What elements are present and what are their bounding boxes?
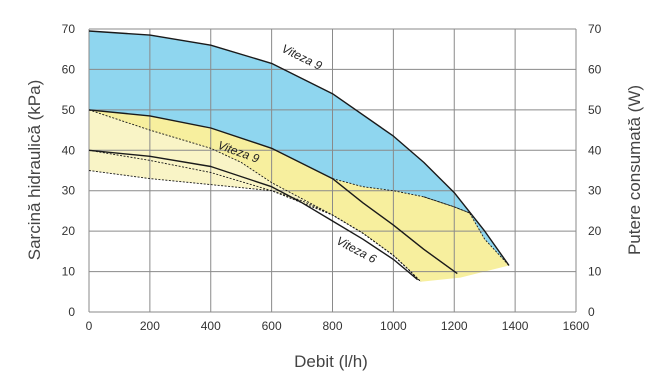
- y-tick-label: 40: [62, 143, 76, 157]
- y2-tick-label: 40: [588, 143, 602, 157]
- power-curve-5: [88, 170, 422, 283]
- y-tick-label: 10: [62, 265, 76, 279]
- y2-tick-label: 30: [588, 184, 602, 198]
- y-axis-label: Sarcină hidraulică (kPa): [25, 80, 44, 260]
- x-tick-label: 1200: [441, 319, 468, 333]
- power-curve-7: [423, 196, 510, 266]
- shaded-regions: [89, 31, 509, 282]
- power-curve-6: [332, 178, 470, 214]
- x-tick-label: 1000: [380, 319, 407, 333]
- y-tick-label: 20: [62, 224, 76, 238]
- x-axis-label: Debit (l/h): [294, 352, 368, 371]
- y-tick-label: 30: [62, 184, 76, 198]
- curve-label-0: Viteza 9: [279, 41, 324, 73]
- power-curve-8: [393, 224, 458, 274]
- y2-tick-label: 70: [588, 22, 602, 36]
- y-tick-label: 0: [68, 305, 75, 319]
- grid: [88, 28, 577, 313]
- x-tick-label: 200: [140, 319, 160, 333]
- y-tick-label: 70: [62, 22, 76, 36]
- y2-tick-label: 50: [588, 103, 602, 117]
- y2-tick-label: 20: [588, 224, 602, 238]
- x-tick-label: 0: [86, 319, 93, 333]
- y2-tick-label: 10: [588, 265, 602, 279]
- region-blue_band: [89, 31, 509, 266]
- x-tick-label: 1600: [563, 319, 590, 333]
- y2-tick-label: 60: [588, 62, 602, 76]
- x-tick-label: 600: [262, 319, 282, 333]
- y-tick-label: 50: [62, 103, 76, 117]
- y2-axis-label: Putere consumată (W): [625, 85, 644, 255]
- y-tick-label: 60: [62, 62, 76, 76]
- curves: [88, 30, 510, 283]
- tick-labels: 0 200 400 600 800 1000 1200 1400 160001020304050…: [62, 22, 602, 333]
- x-tick-label: 400: [201, 319, 221, 333]
- pressure-curve-2: [88, 149, 419, 281]
- y2-tick-label: 0: [588, 305, 595, 319]
- x-tick-label: 1400: [502, 319, 529, 333]
- pressure-curve-0: [88, 30, 510, 266]
- region-pale_band: [89, 109, 421, 282]
- x-tick-label: 800: [322, 319, 342, 333]
